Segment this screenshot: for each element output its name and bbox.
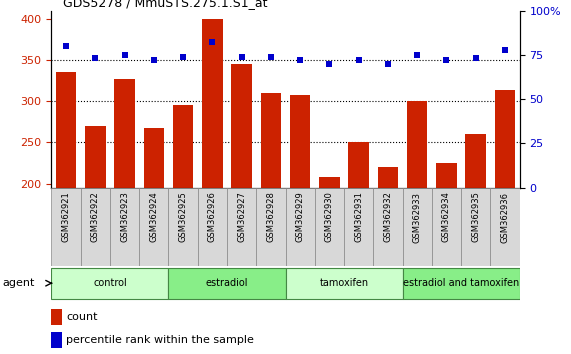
- Text: estradiol: estradiol: [206, 278, 248, 288]
- Text: GSM362928: GSM362928: [266, 192, 275, 242]
- Bar: [51, 188, 81, 266]
- Bar: [432, 188, 461, 266]
- Text: GSM362932: GSM362932: [383, 192, 392, 242]
- Text: GSM362929: GSM362929: [296, 192, 305, 242]
- Point: [383, 61, 392, 67]
- Text: control: control: [93, 278, 127, 288]
- Bar: [286, 188, 315, 266]
- Bar: [56, 72, 77, 188]
- Point: [149, 57, 158, 63]
- Text: GSM362930: GSM362930: [325, 192, 334, 242]
- Bar: [168, 188, 198, 266]
- Bar: [110, 188, 139, 266]
- Bar: [377, 167, 398, 188]
- Text: agent: agent: [3, 278, 35, 288]
- Point: [179, 54, 188, 59]
- Text: GSM362933: GSM362933: [413, 192, 422, 242]
- Bar: [114, 79, 135, 188]
- Bar: [198, 188, 227, 266]
- Point: [296, 57, 305, 63]
- Text: GSM362936: GSM362936: [500, 192, 509, 242]
- Point: [91, 56, 100, 61]
- Bar: [231, 64, 252, 188]
- Bar: [461, 188, 490, 266]
- Bar: [286, 268, 403, 299]
- Bar: [407, 101, 428, 188]
- Text: GSM362927: GSM362927: [237, 192, 246, 242]
- Bar: [256, 188, 286, 266]
- Bar: [494, 91, 515, 188]
- Text: GSM362921: GSM362921: [62, 192, 71, 242]
- Point: [354, 57, 363, 63]
- Bar: [290, 96, 311, 188]
- Bar: [51, 332, 62, 348]
- Text: GSM362931: GSM362931: [354, 192, 363, 242]
- Bar: [344, 188, 373, 266]
- Bar: [168, 268, 286, 299]
- Bar: [319, 177, 340, 188]
- Point: [500, 47, 509, 52]
- Bar: [465, 134, 486, 188]
- Bar: [403, 268, 520, 299]
- Bar: [139, 188, 168, 266]
- Bar: [143, 127, 164, 188]
- Point: [413, 52, 422, 58]
- Text: percentile rank within the sample: percentile rank within the sample: [66, 335, 254, 346]
- Text: GDS5278 / MmuSTS.275.1.S1_at: GDS5278 / MmuSTS.275.1.S1_at: [63, 0, 267, 9]
- Bar: [403, 188, 432, 266]
- Text: GSM362924: GSM362924: [149, 192, 158, 242]
- Text: GSM362935: GSM362935: [471, 192, 480, 242]
- Point: [442, 57, 451, 63]
- Bar: [490, 188, 520, 266]
- Bar: [227, 188, 256, 266]
- Text: GSM362925: GSM362925: [179, 192, 188, 242]
- Bar: [315, 188, 344, 266]
- Bar: [348, 142, 369, 188]
- Point: [266, 54, 275, 59]
- Text: GSM362922: GSM362922: [91, 192, 100, 242]
- Point: [120, 52, 129, 58]
- Bar: [85, 126, 106, 188]
- Point: [62, 43, 71, 49]
- Text: estradiol and tamoxifen: estradiol and tamoxifen: [403, 278, 519, 288]
- Text: tamoxifen: tamoxifen: [319, 278, 369, 288]
- Bar: [436, 163, 457, 188]
- Text: GSM362926: GSM362926: [208, 192, 217, 242]
- Point: [237, 54, 246, 59]
- Bar: [51, 309, 62, 325]
- Bar: [202, 19, 223, 188]
- Bar: [173, 105, 194, 188]
- Bar: [373, 188, 403, 266]
- Bar: [81, 188, 110, 266]
- Point: [471, 56, 480, 61]
- Point: [208, 40, 217, 45]
- Bar: [51, 268, 168, 299]
- Bar: [260, 93, 281, 188]
- Text: GSM362934: GSM362934: [442, 192, 451, 242]
- Point: [325, 61, 334, 67]
- Text: count: count: [66, 312, 98, 322]
- Text: GSM362923: GSM362923: [120, 192, 129, 242]
